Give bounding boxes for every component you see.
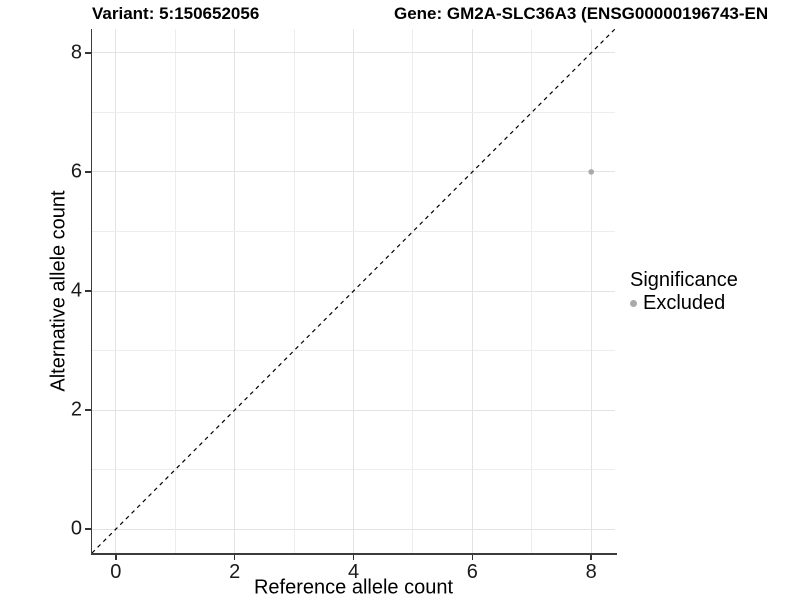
excluded-point-icon xyxy=(630,299,637,307)
gridline-vertical xyxy=(471,29,473,553)
x-tick-label: 0 xyxy=(110,561,122,583)
legend-title: Significance xyxy=(630,269,738,291)
legend-item-label: Excluded xyxy=(643,292,726,314)
y-axis-line xyxy=(90,29,92,555)
y-tick-mark xyxy=(85,290,91,292)
plot-panel xyxy=(91,28,616,554)
gridline-vertical xyxy=(531,29,533,553)
x-tick-mark xyxy=(115,554,117,560)
plot-title-gene: Gene: GM2A-SLC36A3 (ENSG00000196743-EN xyxy=(394,4,769,23)
y-tick-label: 6 xyxy=(70,160,82,183)
gridline-vertical xyxy=(412,29,414,553)
x-tick-mark xyxy=(471,554,474,560)
x-tick-mark xyxy=(233,554,236,560)
y-tick-label: 8 xyxy=(70,41,82,64)
data-point-excluded xyxy=(588,169,595,175)
plot-title-variant: Variant: 5:150652056 xyxy=(92,4,260,23)
y-tick-mark xyxy=(85,409,91,411)
legend: Significance Excluded xyxy=(630,268,738,314)
plot-canvas xyxy=(91,28,616,554)
y-tick-label: 2 xyxy=(70,398,82,421)
y-tick-mark xyxy=(85,528,91,530)
legend-item-excluded: Excluded xyxy=(630,292,738,314)
x-tick-mark xyxy=(590,554,592,560)
gridline-horizontal xyxy=(92,171,615,173)
gridline-horizontal xyxy=(92,111,615,113)
x-axis-line xyxy=(90,553,617,555)
gridline-horizontal xyxy=(92,52,615,54)
identity-dashed-line xyxy=(91,28,616,554)
y-tick-mark xyxy=(85,52,91,54)
gridline-horizontal xyxy=(92,230,615,232)
gridline-vertical xyxy=(590,29,592,553)
x-axis-title: Reference allele count xyxy=(253,576,454,599)
x-tick-mark xyxy=(352,554,355,560)
y-tick-mark xyxy=(85,171,91,173)
x-tick-label: 6 xyxy=(466,561,478,583)
x-tick-label: 4 xyxy=(347,561,360,583)
y-tick-label: 4 xyxy=(70,279,82,302)
x-tick-label: 2 xyxy=(229,561,241,583)
x-tick-label: 8 xyxy=(585,561,597,583)
y-tick-label: 0 xyxy=(70,517,82,540)
